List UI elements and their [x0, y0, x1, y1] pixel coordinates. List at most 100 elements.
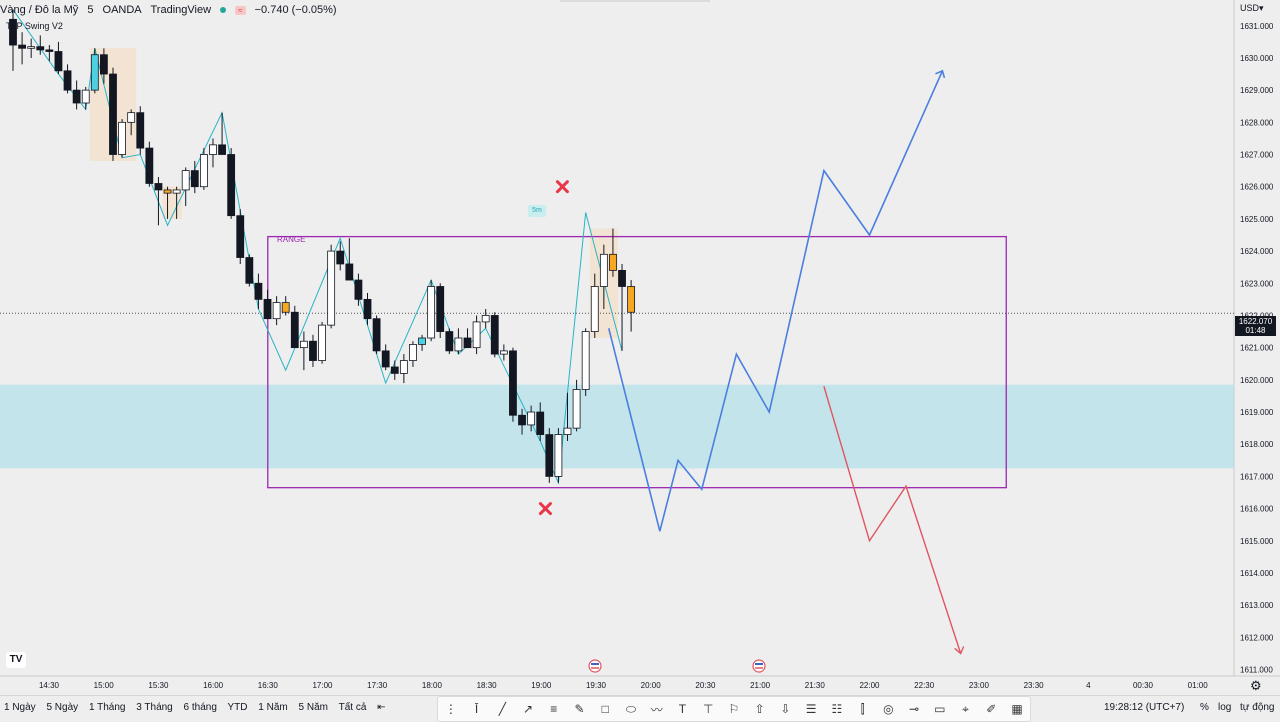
note-icon[interactable]: ▭ — [934, 702, 946, 716]
y-tick-14: 1617.000 — [1240, 472, 1274, 481]
y-tick-7: 1624.000 — [1240, 247, 1274, 256]
cross-marker-1 — [538, 502, 552, 516]
candle-body-4 — [45, 49, 54, 52]
candle-body-50 — [463, 337, 472, 349]
candle-body-52 — [481, 315, 490, 323]
clock[interactable]: 19:28:12 (UTC+7) — [1104, 702, 1185, 713]
trend-line-icon[interactable]: ╱ — [498, 702, 506, 716]
log-toggle[interactable]: log — [1218, 702, 1232, 713]
drag-handle-icon[interactable]: ⋮ — [444, 702, 457, 716]
arrow-up-icon[interactable]: ⇧ — [754, 702, 765, 716]
candle-body-38 — [354, 279, 363, 300]
candle-body-55 — [509, 350, 517, 416]
x-tick-19: 4 — [1086, 681, 1091, 690]
candle-body-53 — [490, 315, 499, 355]
auto-toggle[interactable]: tự động — [1240, 702, 1275, 713]
range-box — [267, 235, 1007, 489]
candle-body-43 — [399, 360, 408, 374]
rectangle-icon[interactable]: □ — [601, 702, 609, 716]
channel-icon[interactable]: ≡ — [550, 702, 558, 716]
gear-icon[interactable]: ⚙ — [1250, 678, 1262, 693]
pen-icon[interactable]: ✐ — [986, 702, 997, 716]
range-ytd[interactable]: YTD — [227, 702, 248, 713]
short-position-icon[interactable]: ☷ — [831, 702, 843, 716]
candle-body-30 — [281, 302, 290, 313]
x-tick-17: 23:00 — [969, 681, 990, 690]
candle-body-68 — [627, 286, 636, 313]
range-3m[interactable]: 3 Tháng — [136, 702, 173, 713]
text-tool-icon[interactable]: T — [678, 702, 687, 716]
percent-toggle[interactable]: % — [1200, 702, 1209, 713]
candle-body-2 — [27, 46, 36, 49]
cursor-text-icon[interactable]: Ī — [474, 702, 479, 716]
y-tick-12: 1619.000 — [1240, 408, 1274, 417]
y-tick-8: 1623.000 — [1240, 279, 1274, 288]
candle-body-26 — [245, 257, 254, 284]
date-range-list: 1 Ngày 5 Ngày 1 Tháng 3 Tháng 6 tháng YT… — [4, 702, 394, 713]
currency-selector[interactable]: USD▾ — [1240, 3, 1264, 13]
y-tick-17: 1614.000 — [1240, 569, 1274, 578]
candle-body-47 — [436, 286, 445, 332]
range-5d[interactable]: 5 Ngày — [46, 702, 79, 713]
candle-body-25 — [236, 215, 245, 258]
candle-body-3 — [36, 46, 45, 51]
grid-icon[interactable]: ▦ — [1011, 702, 1023, 716]
range-1y[interactable]: 1 Năm — [258, 702, 288, 713]
bull-arrowhead — [935, 69, 946, 79]
candle-body-10 — [100, 54, 108, 75]
range-1d[interactable]: 1 Ngày — [4, 702, 36, 713]
circle-tool-icon[interactable]: ◎ — [883, 702, 894, 716]
flag-icon[interactable]: ⚐ — [728, 702, 740, 716]
candle-body-58 — [536, 411, 545, 435]
range-6m[interactable]: 6 tháng — [183, 702, 217, 713]
candle-body-15 — [145, 147, 154, 184]
candle-body-61 — [563, 427, 572, 435]
indicator-label[interactable]: TLP Swing V2 — [6, 21, 63, 31]
x-tick-11: 20:00 — [641, 681, 662, 690]
callout-icon[interactable]: ⊤ — [702, 702, 714, 716]
candle-body-59 — [545, 434, 554, 477]
x-tick-13: 21:00 — [750, 681, 771, 690]
top-notch — [560, 0, 710, 2]
range-5y[interactable]: 5 Năm — [298, 702, 328, 713]
x-tick-21: 01:00 — [1188, 681, 1209, 690]
brush-icon[interactable]: ✎ — [574, 702, 585, 716]
x-tick-16: 22:30 — [914, 681, 935, 690]
forecast-icon[interactable]: ⫿ — [860, 701, 865, 716]
path-icon[interactable]: 〰 — [650, 702, 663, 717]
horizontal-line-icon[interactable]: ⊸ — [909, 702, 920, 716]
ellipse-icon[interactable]: ⬭ — [625, 701, 637, 716]
candle-body-14 — [136, 112, 145, 149]
candle-body-39 — [363, 298, 372, 320]
y-tick-0: 1631.000 — [1240, 22, 1274, 31]
goto-date-icon[interactable]: ⇤ — [377, 702, 386, 713]
long-position-icon[interactable]: ☰ — [805, 702, 817, 716]
x-tick-20: 00:30 — [1133, 681, 1154, 690]
pin-icon[interactable]: ⌖ — [962, 701, 969, 716]
y-tick-19: 1612.000 — [1240, 633, 1274, 642]
range-all[interactable]: Tất cả — [338, 702, 367, 713]
arrow-down-icon[interactable]: ⇩ — [780, 702, 791, 716]
symbol-name[interactable]: Vàng / Đô la Mỹ — [0, 4, 79, 16]
candle-body-9 — [90, 54, 99, 91]
candle-body-19 — [181, 170, 190, 191]
y-tick-5: 1626.000 — [1240, 183, 1274, 192]
candle-body-64 — [590, 286, 599, 332]
candle-body-28 — [263, 298, 272, 320]
range-1m[interactable]: 1 Tháng — [88, 702, 126, 713]
candle-body-66 — [609, 253, 617, 271]
interval[interactable]: 5 — [87, 4, 94, 16]
x-tick-10: 19:30 — [586, 681, 607, 690]
platform: TradingView — [150, 4, 212, 16]
candle-body-31 — [290, 311, 299, 349]
candle-body-8 — [81, 89, 90, 104]
drawing-toolbar: ⋮ Ī ╱ ↗ ≡ ✎ □ ⬭ 〰 T ⊤ ⚐ ⇧ ⇩ ☰ ☷ ⫿ ◎ ⊸ ▭ … — [437, 696, 1031, 722]
y-tick-20: 1611.000 — [1240, 666, 1273, 675]
x-tick-3: 16:00 — [203, 681, 224, 690]
x-tick-9: 19:00 — [531, 681, 552, 690]
ray-icon[interactable]: ↗ — [523, 702, 534, 716]
tradingview-logo-icon[interactable]: TV — [6, 652, 26, 668]
candle-body-41 — [381, 350, 390, 368]
candle-body-6 — [63, 70, 72, 91]
